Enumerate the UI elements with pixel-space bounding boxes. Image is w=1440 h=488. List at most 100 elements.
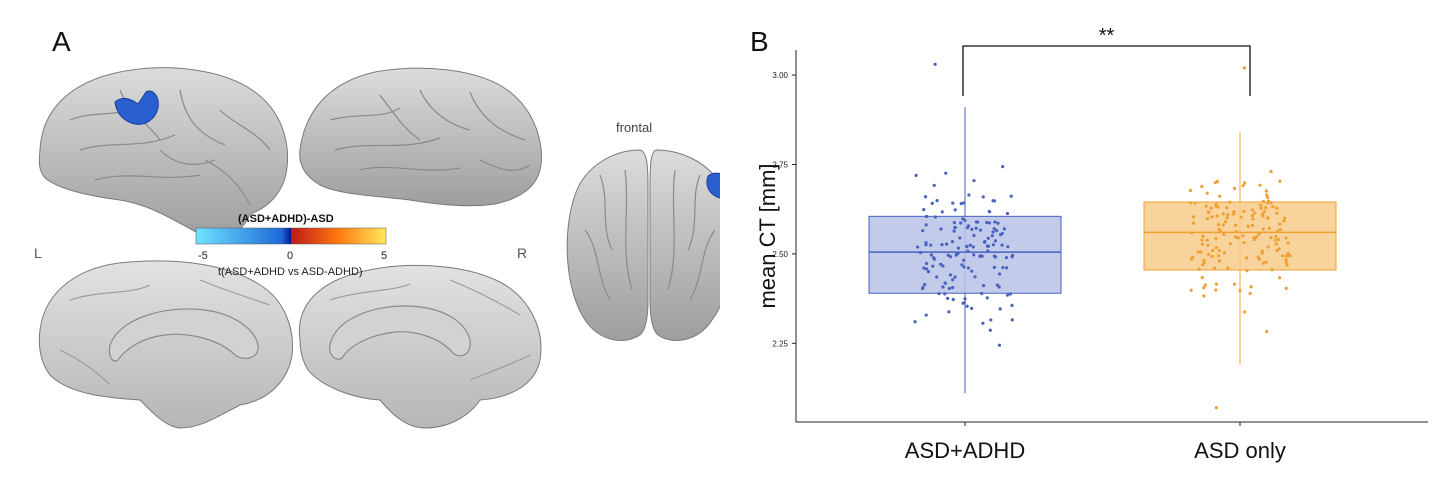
data-point — [1269, 201, 1273, 205]
data-point — [1278, 276, 1282, 280]
data-point — [931, 264, 935, 268]
data-point — [986, 236, 990, 240]
data-point — [1189, 201, 1193, 205]
data-point — [970, 306, 974, 310]
data-point — [1010, 303, 1014, 308]
data-point — [951, 285, 955, 290]
boxplot-chart: 2.25 2.50 2.75 3.00 mean CT [mm] ASD+ADHD ASD … — [755, 25, 1428, 463]
data-point — [962, 258, 966, 262]
data-point — [1225, 216, 1229, 220]
data-point — [1216, 205, 1220, 209]
data-point — [981, 195, 985, 199]
data-point — [974, 220, 979, 224]
data-point — [1190, 231, 1194, 235]
y-tick-label: 3.00 — [772, 71, 788, 80]
data-point — [1207, 252, 1211, 256]
data-point — [1216, 254, 1221, 258]
data-point — [921, 229, 925, 233]
data-point — [924, 223, 928, 227]
data-point — [1006, 245, 1010, 249]
data-point — [1284, 236, 1288, 240]
data-point — [988, 328, 992, 332]
left-medial-hemisphere — [38, 260, 294, 429]
data-point — [951, 297, 955, 302]
data-point — [1244, 256, 1249, 260]
data-point — [1009, 194, 1013, 198]
data-point — [992, 254, 996, 258]
data-point — [1197, 267, 1201, 271]
data-point — [1236, 236, 1240, 240]
data-point — [943, 281, 947, 285]
data-point — [992, 265, 997, 269]
data-point — [1266, 199, 1271, 203]
data-point — [966, 224, 971, 228]
data-point — [1261, 261, 1266, 265]
data-point — [989, 318, 993, 322]
data-point — [1275, 211, 1279, 215]
data-point — [924, 243, 928, 247]
data-point — [1217, 249, 1221, 253]
data-point — [1225, 206, 1229, 210]
data-point — [1250, 223, 1255, 227]
data-point — [1276, 237, 1281, 242]
data-point — [1282, 219, 1286, 223]
box — [868, 215, 1062, 294]
data-point — [996, 221, 1000, 225]
data-point — [1214, 288, 1218, 292]
data-point — [952, 221, 956, 225]
data-point — [1211, 248, 1215, 253]
data-point — [1253, 211, 1257, 215]
data-point — [987, 221, 992, 225]
data-point — [967, 193, 971, 197]
data-point — [966, 249, 970, 253]
data-point — [1258, 183, 1262, 187]
data-point — [1265, 330, 1269, 334]
data-point — [941, 285, 945, 289]
data-point — [932, 183, 936, 187]
data-point — [997, 343, 1002, 347]
frontal-label: frontal — [616, 120, 653, 135]
data-point — [991, 199, 995, 203]
x-tick-label: ASD+ADHD — [905, 438, 1025, 463]
data-point — [1266, 216, 1270, 220]
data-point — [1010, 318, 1014, 322]
data-point — [1218, 194, 1222, 198]
data-point — [972, 253, 976, 257]
data-point — [1203, 283, 1208, 287]
data-point — [947, 286, 952, 291]
data-point — [1002, 227, 1006, 231]
data-point — [1275, 249, 1279, 253]
data-point — [1264, 206, 1268, 210]
data-point — [1248, 291, 1252, 296]
data-point — [1228, 200, 1232, 204]
data-point — [1001, 165, 1005, 169]
data-point — [1221, 223, 1225, 227]
data-point — [1008, 292, 1013, 296]
data-point — [974, 226, 978, 230]
left-lateral-hemisphere — [38, 67, 288, 239]
data-point — [991, 230, 995, 234]
data-point — [951, 201, 955, 205]
data-point — [1189, 288, 1193, 292]
data-point — [1005, 211, 1010, 216]
data-point — [952, 229, 956, 233]
data-point — [988, 210, 992, 214]
box-group-0 — [868, 62, 1062, 394]
data-point — [940, 210, 944, 214]
data-point — [1233, 235, 1238, 239]
data-point — [971, 245, 975, 249]
data-point — [963, 218, 967, 223]
data-point — [1269, 169, 1273, 174]
y-tick-label: 2.25 — [772, 339, 788, 348]
data-point — [950, 239, 955, 244]
data-point — [1217, 259, 1222, 263]
data-point — [959, 221, 963, 225]
data-point — [1005, 293, 1010, 297]
left-hemisphere-label: L — [34, 245, 42, 261]
data-point — [941, 264, 945, 268]
data-point — [1261, 214, 1265, 218]
data-point — [1252, 236, 1256, 240]
data-point — [1201, 263, 1205, 267]
data-point — [1215, 179, 1219, 184]
data-point — [932, 257, 937, 261]
